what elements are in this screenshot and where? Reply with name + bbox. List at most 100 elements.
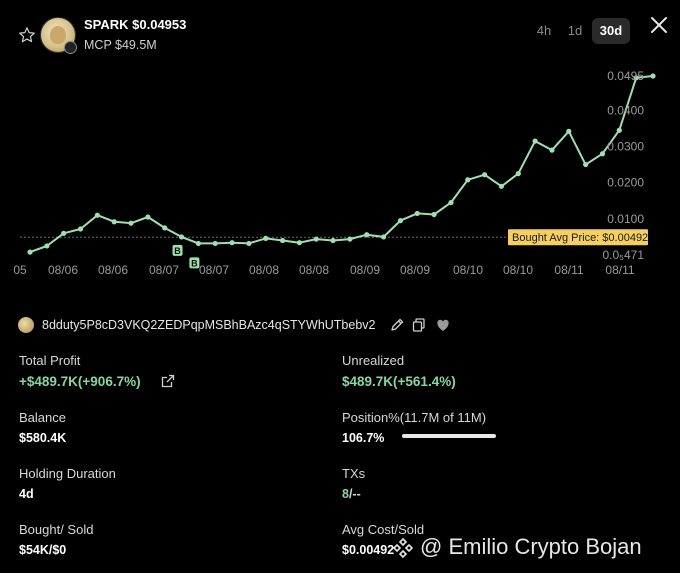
star-icon[interactable]	[18, 26, 36, 44]
y-tick-label: 0.0495	[607, 69, 644, 83]
unrealized-value: $489.7K(+561.4%)	[342, 374, 456, 389]
market-cap: MCP $49.5M	[84, 38, 157, 52]
total-profit-value: +$489.7K(+906.7%)	[19, 374, 141, 389]
x-tick-label: 08/08	[249, 263, 279, 277]
x-tick-label: 08/07	[149, 263, 179, 277]
avg-cost-value: $0.00492	[342, 543, 395, 557]
position-progress-bar	[402, 434, 496, 438]
y-tick-label: 0.0300	[607, 140, 644, 154]
bought-sold-value: $54K/$0	[19, 543, 67, 557]
price-point	[195, 240, 201, 247]
heart-icon[interactable]	[435, 317, 451, 333]
price-point	[448, 199, 454, 206]
price-point	[162, 225, 168, 231]
x-tick-label: 08/07	[199, 263, 229, 277]
x-tick-label: 08/10	[503, 263, 533, 277]
copy-icon[interactable]	[411, 317, 427, 333]
price-point	[515, 171, 521, 177]
holding-duration-value: 4d	[19, 487, 34, 501]
price-point	[111, 219, 117, 225]
price-point	[566, 128, 572, 134]
buy-marker: B	[172, 244, 183, 256]
share-icon[interactable]	[160, 373, 176, 389]
x-tick-label: 08/08	[299, 263, 329, 277]
price-point	[229, 240, 235, 246]
wallet-row: 8dduty5P8cD3VKQ2ZEDPqpMSBhBAzc4qSTYWhUTb…	[18, 314, 478, 336]
buy-marker-label: B	[174, 246, 181, 256]
position-value: 106.7%	[342, 431, 385, 445]
price-point	[599, 151, 606, 157]
y-tick-label: 0.0200	[607, 176, 644, 190]
timeframe-30d[interactable]: 30d	[592, 18, 630, 44]
watermark: @ Emilio Crypto Bojan	[392, 534, 642, 560]
price-point	[44, 243, 50, 249]
timeframe-4h[interactable]: 4h	[536, 23, 552, 38]
wallet-address[interactable]: 8dduty5P8cD3VKQ2ZEDPqpMSBhBAzc4qSTYWhUTb…	[42, 318, 376, 332]
price-point	[532, 138, 538, 144]
price-point	[246, 240, 252, 247]
holding-duration-label: Holding Duration	[19, 466, 116, 481]
x-tick-label: 08/09	[350, 263, 380, 277]
x-tick-label: 08/09	[400, 263, 430, 277]
price-point	[279, 237, 286, 244]
y-tick-label: 0.0400	[607, 103, 644, 117]
balance-value: $580.4K	[19, 431, 67, 445]
txs-rest: /--	[348, 487, 361, 501]
unrealized-label: Unrealized	[342, 353, 405, 368]
x-tick-label: 08/06	[48, 263, 78, 277]
token-title: SPARK $0.04953	[84, 17, 187, 32]
price-point	[431, 211, 437, 218]
y-tick-label: 0.0100	[607, 212, 644, 226]
timeframe-1d[interactable]: 1d	[567, 23, 583, 38]
avg-price-label-box	[508, 229, 648, 246]
x-tick-label: 08/10	[453, 263, 483, 277]
price-point	[549, 147, 555, 153]
price-point	[145, 214, 151, 220]
price-point	[313, 236, 319, 242]
buy-marker-box	[189, 257, 200, 269]
price-point	[498, 183, 505, 189]
txs-count: 8	[342, 487, 349, 501]
x-tick-label: 08/11	[554, 263, 583, 277]
price-point	[650, 73, 656, 79]
bought-sold-label: Bought/ Sold	[19, 522, 94, 537]
price-point	[347, 236, 353, 242]
position-label: Position%(11.7M of 11M)	[342, 410, 487, 425]
edit-icon[interactable]	[389, 317, 405, 333]
token-avatar	[40, 17, 77, 54]
price-point	[263, 235, 269, 241]
x-tick-label: 08/11	[605, 263, 634, 277]
price-point	[465, 177, 471, 183]
price-point	[77, 226, 84, 232]
balance-label: Balance	[19, 410, 66, 425]
avg-price-label: Bought Avg Price: $0.00492	[512, 232, 648, 244]
wallet-avatar	[18, 317, 34, 333]
price-point	[397, 218, 404, 224]
buy-marker-label: B	[191, 258, 198, 268]
price-chart: BB 0.0495 0.0400 0.0300 0.0200 0.0100 0.0₅471 B…	[13, 69, 656, 277]
buy-marker: B	[189, 257, 200, 269]
y-tick-label: 0.0₅471	[602, 248, 644, 262]
binance-logo-icon	[392, 538, 414, 559]
chain-badge-icon	[64, 41, 77, 54]
avg-cost-label: Avg Cost/Sold	[342, 522, 425, 537]
total-profit-label: Total Profit	[19, 353, 81, 368]
price-point	[178, 234, 185, 240]
price-point	[414, 210, 420, 217]
price-point	[482, 172, 488, 178]
price-point	[128, 220, 134, 226]
price-point	[61, 230, 67, 236]
txs-label: TXs	[342, 466, 366, 481]
close-icon[interactable]	[648, 14, 670, 36]
price-point	[380, 234, 387, 240]
token-header: SPARK $0.04953 MCP $49.5M 4h 1d 30d	[0, 0, 680, 60]
price-point	[616, 127, 622, 133]
price-point	[212, 240, 218, 247]
buy-marker-box	[172, 244, 183, 256]
price-series-line	[29, 75, 654, 254]
price-point	[296, 240, 303, 246]
txs-value: 8/--	[342, 487, 361, 501]
price-point	[330, 237, 336, 244]
price-point	[94, 212, 100, 218]
x-tick-label: 05	[13, 263, 27, 277]
